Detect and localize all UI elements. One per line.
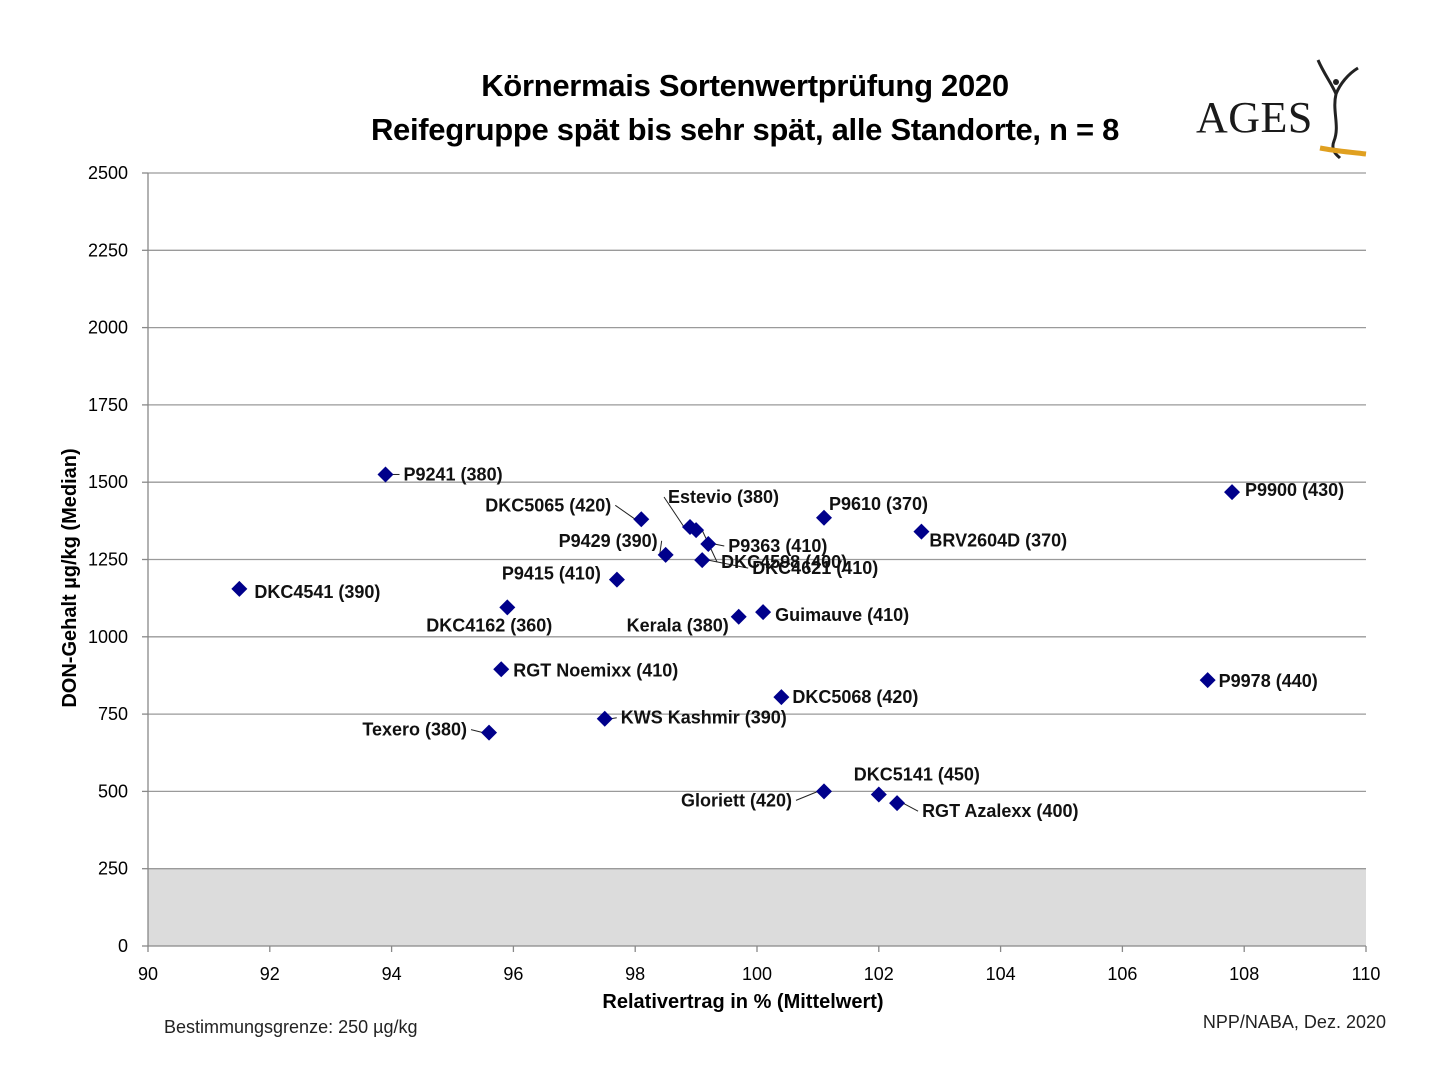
x-tick-label: 90 [138, 964, 158, 984]
data-point [815, 783, 832, 800]
data-point [633, 511, 650, 528]
x-tick-label: 94 [382, 964, 402, 984]
label-leader-line [708, 559, 749, 569]
y-tick-label: 750 [98, 704, 128, 724]
data-point [688, 522, 705, 539]
logo-text: AGES [1196, 93, 1313, 142]
label-leader-line [470, 729, 484, 734]
point-label: P9429 (390) [559, 531, 658, 551]
point-label: KWS Kashmir (390) [621, 708, 787, 728]
x-tick-label: 110 [1352, 964, 1381, 984]
data-point [499, 599, 516, 616]
detection-limit-note: Bestimmungsgrenze: 250 µg/kg [164, 1017, 418, 1037]
human-figure-icon [1316, 59, 1367, 160]
y-tick-label: 1750 [88, 395, 128, 415]
point-label: P9363 (410) [728, 536, 827, 556]
x-tick-label: 98 [625, 964, 645, 984]
data-point [377, 466, 394, 483]
data-point [596, 710, 613, 727]
data-point [730, 608, 747, 625]
y-tick-label: 1250 [88, 550, 128, 570]
data-point [694, 552, 711, 569]
data-point [608, 571, 625, 588]
point-label: P9978 (440) [1219, 671, 1318, 691]
y-tick-label: 1000 [88, 627, 128, 647]
point-label: Kerala (380) [627, 616, 729, 636]
point-label: DKC5068 (420) [792, 687, 918, 707]
point-label: Estevio (380) [668, 487, 779, 507]
y-tick-label: 0 [118, 936, 128, 956]
x-tick-label: 100 [742, 964, 772, 984]
y-tick-label: 2500 [88, 163, 128, 183]
x-tick-label: 92 [260, 964, 280, 984]
y-tick-label: 2250 [88, 240, 128, 260]
data-point [773, 689, 790, 706]
point-label: P9610 (370) [829, 494, 928, 514]
chart-subtitle: Reifegruppe spät bis sehr spät, alle Sta… [370, 112, 1120, 147]
point-label: RGT Noemixx (410) [513, 660, 678, 680]
point-label: DKC5141 (450) [854, 764, 980, 784]
data-point [493, 661, 510, 678]
data-point [231, 580, 248, 597]
data-point [815, 509, 832, 526]
x-tick-label: 108 [1229, 964, 1259, 984]
data-point [700, 536, 717, 553]
point-label: DKC4162 (360) [426, 615, 552, 635]
point-label: DKC5065 (420) [485, 495, 611, 515]
data-point [481, 724, 498, 741]
y-tick-label: 2000 [88, 318, 128, 338]
data-point [870, 786, 887, 803]
y-tick-label: 250 [98, 859, 128, 879]
point-label: BRV2604D (370) [929, 531, 1067, 551]
source-note: NPP/NABA, Dez. 2020 [1202, 1012, 1386, 1032]
point-label: Gloriett (420) [681, 790, 792, 810]
data-point [755, 604, 772, 621]
y-tick-label: 1500 [88, 472, 128, 492]
data-point [657, 546, 674, 563]
data-point [913, 523, 930, 540]
y-tick-label: 500 [98, 781, 128, 801]
point-label: DKC4621 (410) [752, 558, 878, 578]
label-leader-line [615, 504, 636, 520]
point-label: RGT Azalexx (400) [922, 801, 1078, 821]
label-leader-line [663, 496, 685, 528]
x-tick-label: 102 [864, 964, 894, 984]
detection-limit-band [148, 868, 1366, 946]
point-label: P9415 (410) [502, 564, 601, 584]
x-axis-label: Relativertrag in % (Mittelwert) [602, 991, 883, 1013]
point-label: DKC4598 (400) [721, 552, 847, 572]
chart-title: Körnermais Sortenwertprüfung 2020 [481, 68, 1009, 103]
x-tick-label: 104 [986, 964, 1016, 984]
label-leader-line [902, 802, 919, 812]
label-leader-line [795, 790, 819, 801]
x-tick-label: 106 [1107, 964, 1137, 984]
y-axis-label: DON-Gehalt µg/kg (Median) [59, 448, 81, 707]
data-point [1224, 484, 1241, 501]
data-point [1199, 672, 1216, 689]
point-label: P9900 (430) [1245, 480, 1344, 500]
point-label: DKC4541 (390) [254, 582, 380, 602]
data-point [889, 795, 906, 812]
x-tick-label: 96 [503, 964, 523, 984]
point-label: P9241 (380) [404, 464, 503, 484]
ages-logo: AGES [1190, 56, 1370, 166]
point-label: Guimauve (410) [775, 605, 909, 625]
point-label: Texero (380) [362, 720, 467, 740]
